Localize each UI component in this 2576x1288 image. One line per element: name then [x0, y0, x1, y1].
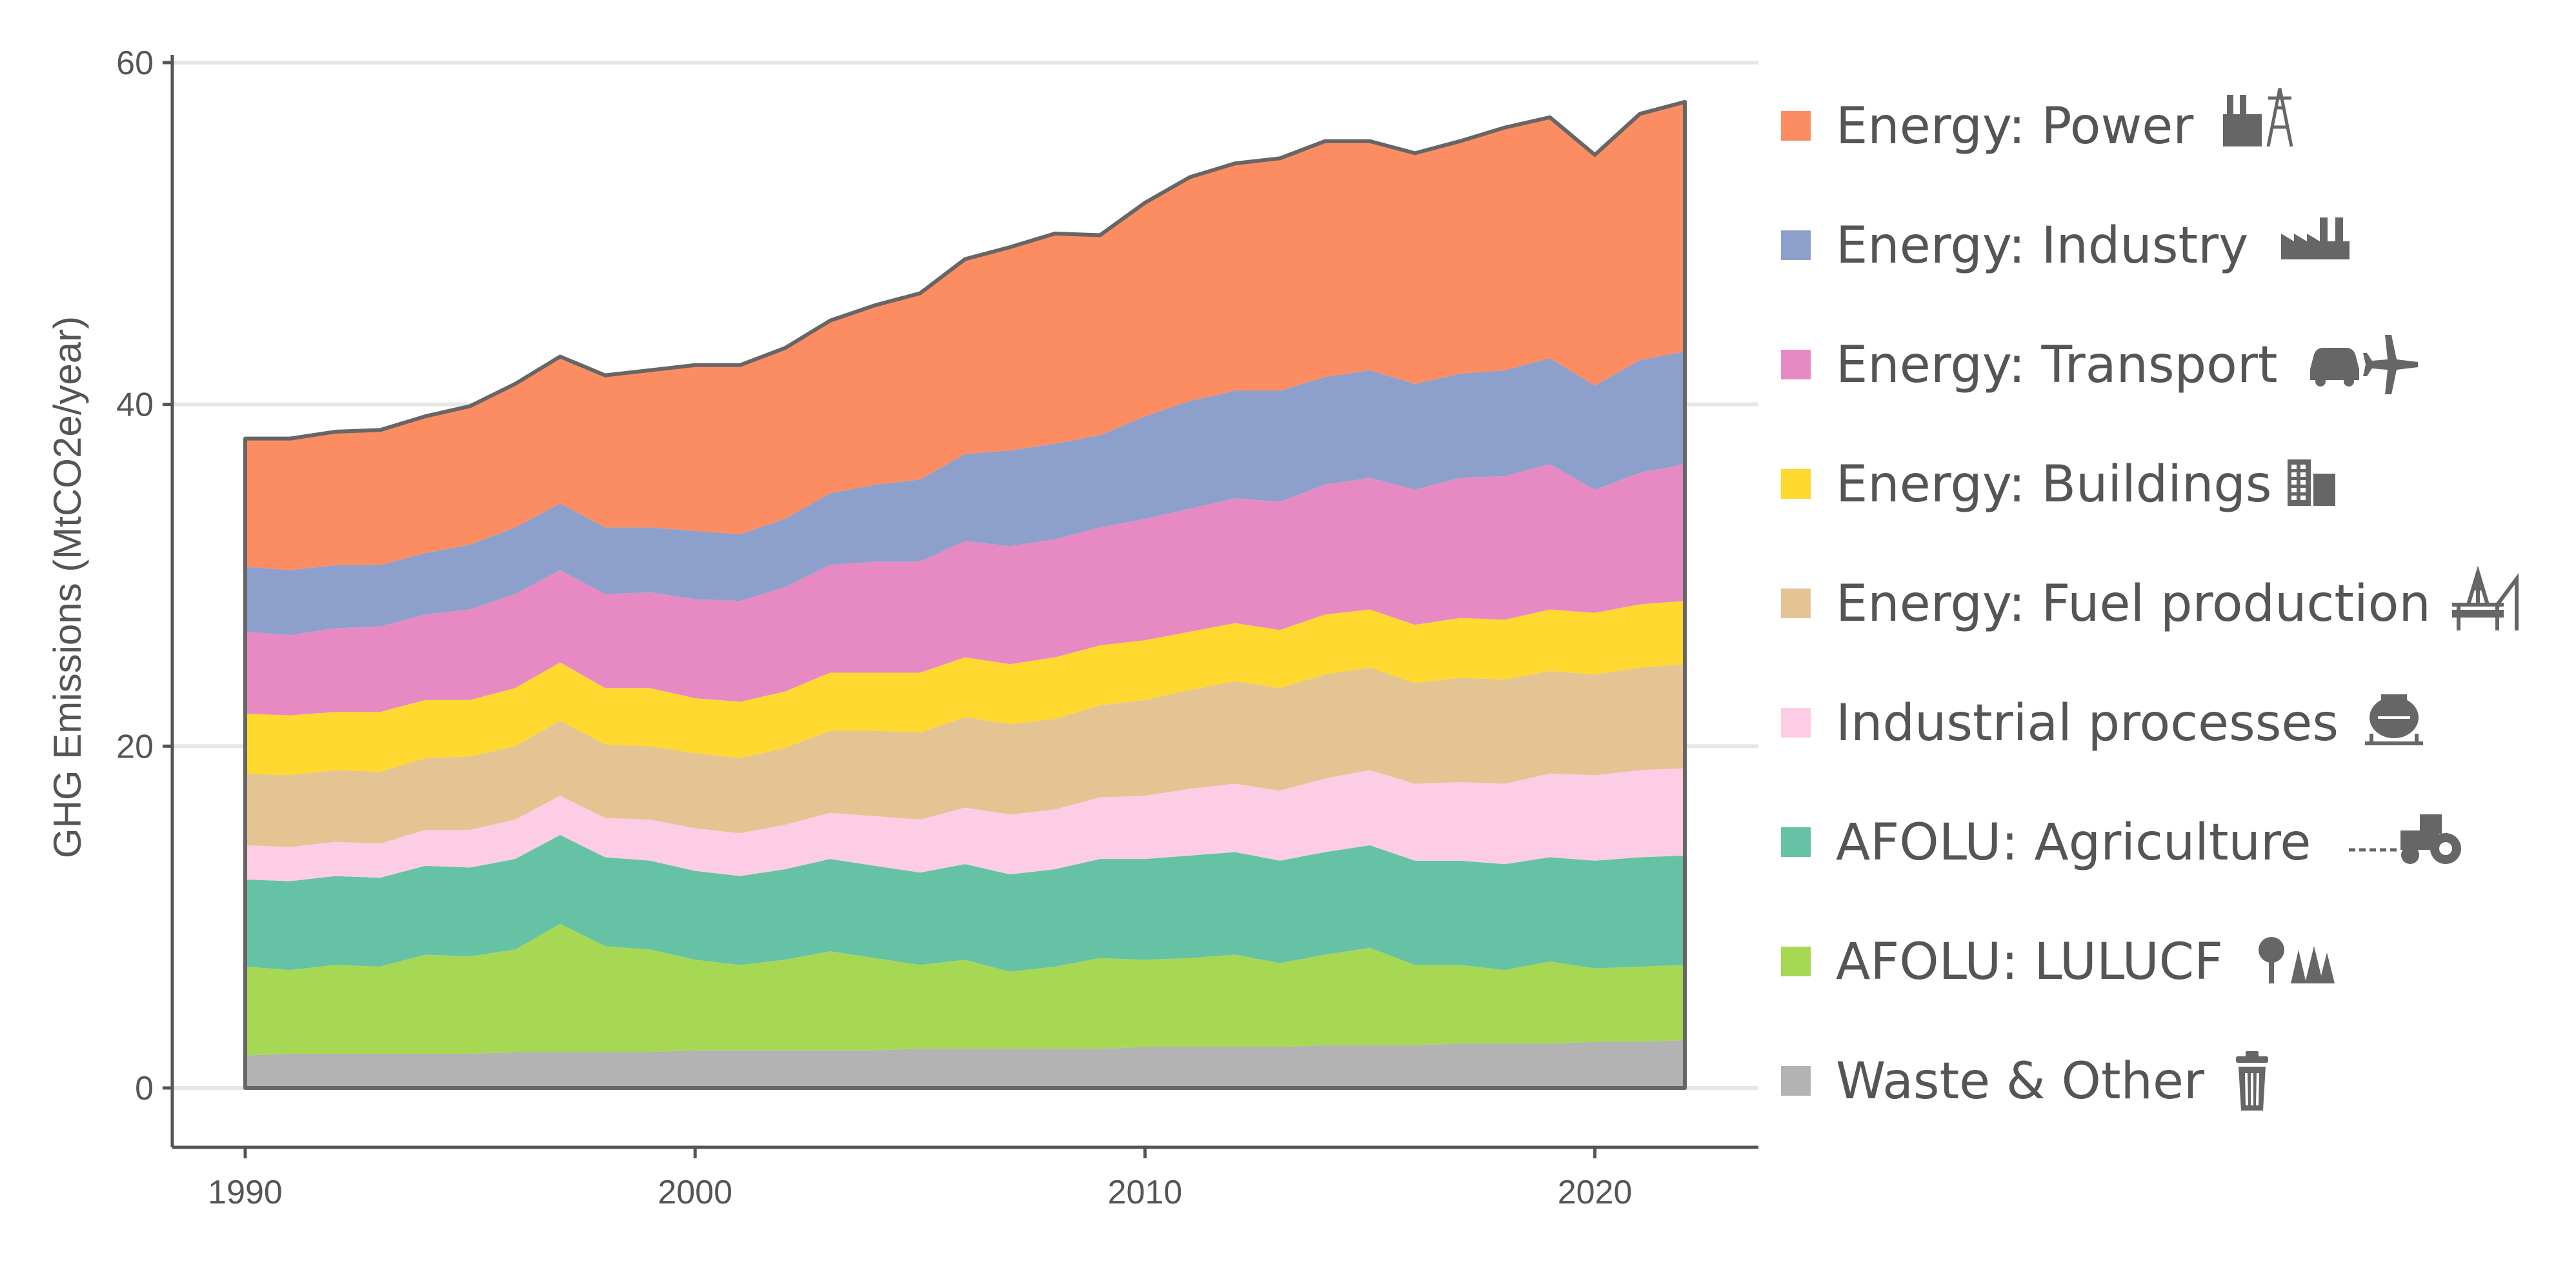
area-series-5 [245, 601, 1685, 776]
trash-can-icon [2236, 1051, 2268, 1111]
legend-item: Industrial processes [1781, 694, 2423, 752]
legend-item: Energy: Power [1781, 88, 2293, 156]
area-series-1 [245, 923, 1685, 1056]
area-series-8 [245, 101, 1685, 570]
legend-swatch [1781, 111, 1811, 141]
legend: Energy: Power Energy: Industry Energy: Tra… [1781, 88, 2519, 1111]
car-plane-icon [2310, 335, 2418, 394]
y-tick-label: 20 [116, 728, 154, 765]
legend-label: Energy: Power [1836, 97, 2194, 156]
legend-item: AFOLU: Agriculture [1781, 814, 2461, 872]
legend-swatch [1781, 589, 1811, 618]
legend-swatch [1781, 708, 1811, 738]
area-series [243, 99, 1687, 1090]
power-plant-icon [2223, 88, 2293, 147]
area-series-4 [245, 664, 1685, 847]
legend-swatch [1781, 1066, 1811, 1096]
axes [170, 55, 1758, 1149]
x-tick-label: 2020 [1558, 1174, 1633, 1211]
cement-mixer-icon [2365, 694, 2423, 745]
x-tick-label: 1990 [208, 1174, 283, 1211]
legend-item: Waste & Other [1781, 1051, 2268, 1111]
factory-icon [2281, 217, 2350, 259]
legend-swatch [1781, 350, 1811, 379]
oil-rig-icon [2452, 565, 2519, 630]
x-tick-label: 2010 [1108, 1174, 1183, 1211]
legend-label: Energy: Buildings [1836, 456, 2272, 514]
y-tick-label: 60 [116, 45, 154, 82]
x-tick-label: 2000 [658, 1174, 732, 1211]
legend-label: Industrial processes [1836, 694, 2339, 752]
area-series-2 [245, 835, 1685, 972]
trees-icon [2259, 937, 2335, 983]
area-series-6 [245, 464, 1685, 716]
y-tick-label: 40 [116, 387, 154, 424]
legend-label: Energy: Fuel production [1836, 575, 2431, 633]
total-outline [243, 99, 1687, 1090]
legend-label: Energy: Industry [1836, 217, 2248, 275]
area-series-3 [245, 768, 1685, 881]
legend-label: Waste & Other [1836, 1052, 2205, 1111]
tractor-icon [2349, 814, 2461, 864]
legend-item: Energy: Industry [1781, 217, 2350, 275]
legend-item: Energy: Buildings [1781, 456, 2335, 514]
legend-item: Energy: Transport [1781, 335, 2418, 394]
legend-swatch [1781, 230, 1811, 260]
area-series-7 [245, 351, 1685, 636]
legend-label: AFOLU: LULUCF [1836, 933, 2223, 991]
y-tick-label: 0 [135, 1070, 154, 1107]
legend-label: Energy: Transport [1836, 336, 2277, 394]
legend-label: AFOLU: Agriculture [1836, 814, 2311, 872]
legend-swatch [1781, 947, 1811, 976]
legend-item: Energy: Fuel production [1781, 565, 2519, 633]
y-axis-title: GHG Emissions (MtCO2e/year) [46, 316, 89, 858]
legend-item: AFOLU: LULUCF [1781, 933, 2335, 991]
buildings-icon [2288, 459, 2335, 506]
legend-swatch [1781, 469, 1811, 499]
legend-swatch [1781, 827, 1811, 857]
axis-ticks: 0 20 40 60 1990 2000 2010 2020 [116, 45, 1632, 1211]
